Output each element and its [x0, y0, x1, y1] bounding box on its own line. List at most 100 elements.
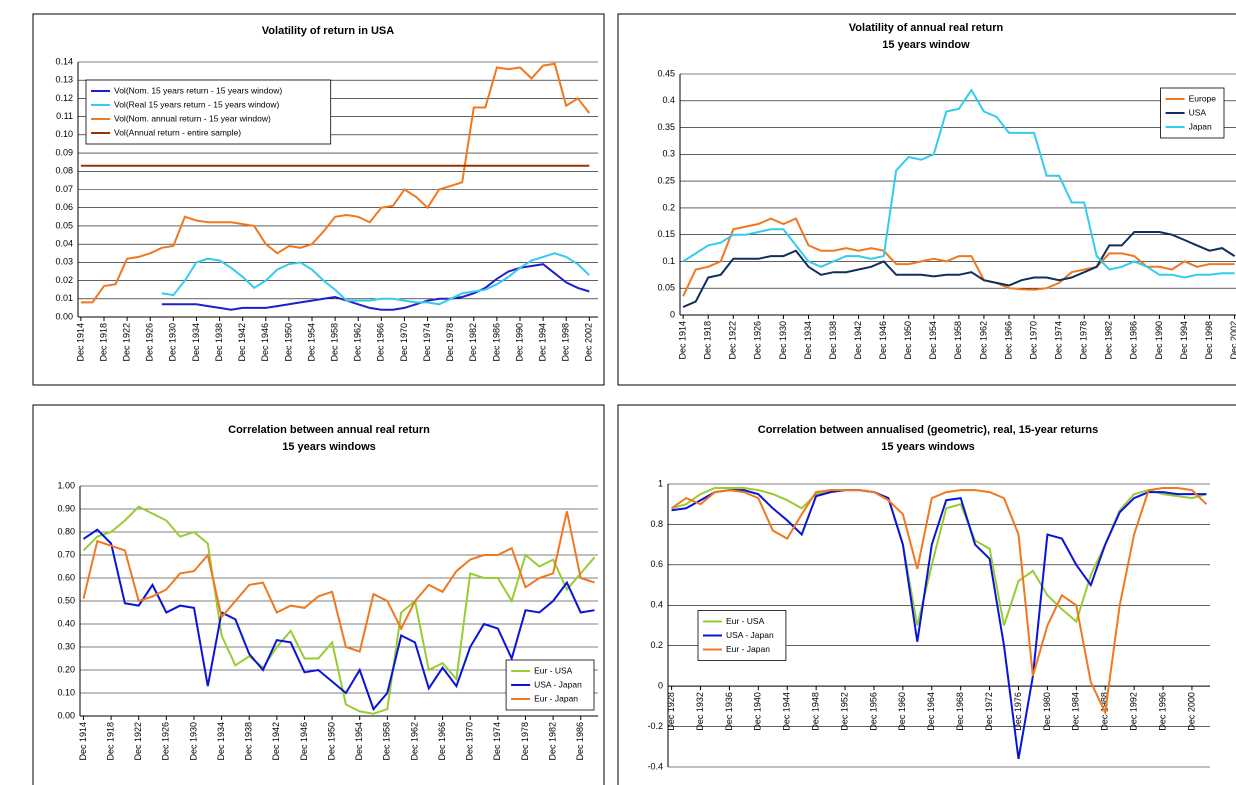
x-tick-label: Dec 1978 [520, 722, 530, 761]
x-tick-label: Dec 1978 [445, 323, 455, 362]
y-tick-label: 0.11 [56, 111, 73, 121]
x-tick-label: Dec 1950 [903, 321, 913, 360]
x-tick-label: Dec 1946 [299, 722, 309, 761]
x-tick-label: Dec 1930 [778, 321, 788, 360]
x-tick-label: Dec 1982 [1104, 321, 1114, 360]
x-tick-label: Dec 1966 [1003, 321, 1013, 360]
x-tick-label: Dec 1914 [78, 722, 88, 761]
x-tick-label: Dec 1984 [1071, 692, 1081, 731]
x-tick-label: Dec 1934 [216, 722, 226, 761]
x-tick-label: Dec 2002 [1229, 321, 1236, 360]
x-tick-label: Dec 1918 [105, 722, 115, 761]
y-tick-label: 0.35 [657, 122, 675, 132]
y-tick-label: 0.02 [55, 275, 73, 285]
series-line [671, 487, 1208, 716]
x-tick-label: Dec 1954 [354, 722, 364, 761]
chart-title: Correlation between annual real return [228, 424, 430, 436]
y-tick-label: 0.3 [662, 149, 675, 159]
y-tick-label: 0.09 [55, 147, 73, 157]
y-tick-label: 0.45 [657, 68, 675, 78]
y-tick-label: 0.2 [662, 202, 675, 212]
y-tick-label: 0.80 [57, 526, 75, 536]
y-tick-label: 0.8 [650, 519, 663, 529]
y-tick-label: 0.14 [55, 56, 73, 66]
x-tick-label: Dec 1960 [897, 692, 907, 731]
x-tick-label: Dec 1996 [1157, 692, 1167, 731]
x-tick-label: Dec 1998 [561, 323, 571, 362]
x-tick-label: Dec 2000 [1186, 692, 1196, 731]
chart: Volatility of return in USA 0.00 0.01 0.02 0… [32, 13, 605, 386]
x-tick-label: Dec 1918 [98, 323, 108, 362]
y-tick-label: 0.60 [57, 572, 75, 582]
x-tick-label: Dec 1986 [491, 323, 501, 362]
y-tick-label: 1 [658, 478, 663, 488]
x-tick-label: Dec 1948 [811, 692, 821, 731]
y-tick-label: 0.04 [55, 239, 73, 249]
x-tick-label: Dec 1958 [953, 321, 963, 360]
x-tick-label: Dec 1934 [191, 323, 201, 362]
x-tick-label: Dec 1962 [978, 321, 988, 360]
x-tick-label: Dec 1968 [955, 692, 965, 731]
x-tick-label: Dec 1990 [1154, 321, 1164, 360]
y-tick-label: 0.00 [57, 710, 75, 720]
series-line [161, 252, 590, 306]
x-tick-label: Dec 1978 [1079, 321, 1089, 360]
legend-label: Eur - Japan [534, 693, 578, 703]
y-tick-label: 0.08 [55, 166, 73, 176]
x-tick-label: Dec 1942 [853, 321, 863, 360]
legend-label: Eur - USA [726, 616, 765, 626]
x-tick-label: Dec 1950 [283, 323, 293, 362]
legend: Vol(Nom. 15 years return - 15 years wind… [85, 79, 332, 145]
legend-label: Eur - USA [534, 665, 573, 675]
x-tick-label: Dec 1992 [1128, 692, 1138, 731]
x-tick-label: Dec 1972 [984, 692, 994, 731]
x-tick-label: Dec 1942 [271, 722, 281, 761]
legend-label: Vol(Real 15 years return - 15 years wind… [114, 99, 280, 109]
x-tick-label: Dec 1928 [666, 692, 676, 731]
x-tick-label: Dec 1966 [376, 323, 386, 362]
x-tick-label: Dec 1930 [188, 722, 198, 761]
y-tick-label: 0.1 [662, 256, 675, 266]
y-tick-label: 0.06 [55, 202, 73, 212]
x-tick-label: Dec 1958 [382, 722, 392, 761]
x-tick-label: Dec 1974 [422, 323, 432, 362]
x-tick-label: Dec 1918 [703, 321, 713, 360]
legend-label: USA - Japan [726, 630, 774, 640]
legend: Eur - USA USA - Japan Eur - Japan [505, 659, 595, 711]
legend-label: Europe [1189, 93, 1217, 103]
plot-area [680, 74, 1236, 315]
x-tick-label: Dec 1926 [161, 722, 171, 761]
x-tick-label: Dec 1994 [537, 323, 547, 362]
y-tick-label: 0.00 [55, 311, 73, 321]
y-tick-label: 0.4 [650, 600, 663, 610]
series-line [682, 88, 1235, 279]
y-tick-label: 0.10 [57, 687, 75, 697]
x-tick-label: Dec 1914 [678, 321, 688, 360]
legend-label: Vol(Nom. annual return - 15 year window) [114, 113, 271, 123]
y-tick-label: 0.13 [55, 75, 73, 85]
chart-title: Volatility of return in USA [262, 25, 394, 37]
y-tick-label: 0.70 [57, 549, 75, 559]
legend-label: Japan [1189, 121, 1212, 131]
series-line [671, 489, 1207, 760]
x-tick-label: Dec 1930 [168, 323, 178, 362]
chart-subtitle: 15 years windows [881, 441, 975, 453]
y-tick-label: -0.2 [647, 721, 663, 731]
chart-title: Correlation between annualised (geometri… [758, 424, 1099, 436]
y-tick-label: 0 [670, 309, 675, 319]
x-tick-label: Dec 1970 [399, 323, 409, 362]
series-line [682, 231, 1236, 308]
legend-label: Vol(Nom. 15 years return - 15 years wind… [114, 85, 282, 95]
y-tick-label: 0.03 [55, 257, 73, 267]
y-tick-label: 0.25 [657, 175, 675, 185]
x-tick-label: Dec 1934 [803, 321, 813, 360]
chart: Correlation between annualised (geometri… [617, 404, 1236, 785]
x-tick-label: Dec 1986 [1129, 321, 1139, 360]
x-tick-label: Dec 1944 [782, 692, 792, 731]
chart-title: Volatility of annual real return [849, 22, 1004, 34]
x-tick-label: Dec 1958 [329, 323, 339, 362]
y-tick-label: 0.10 [55, 129, 73, 139]
x-tick-label: Dec 1986 [575, 722, 585, 761]
x-tick-label: Dec 1946 [260, 323, 270, 362]
